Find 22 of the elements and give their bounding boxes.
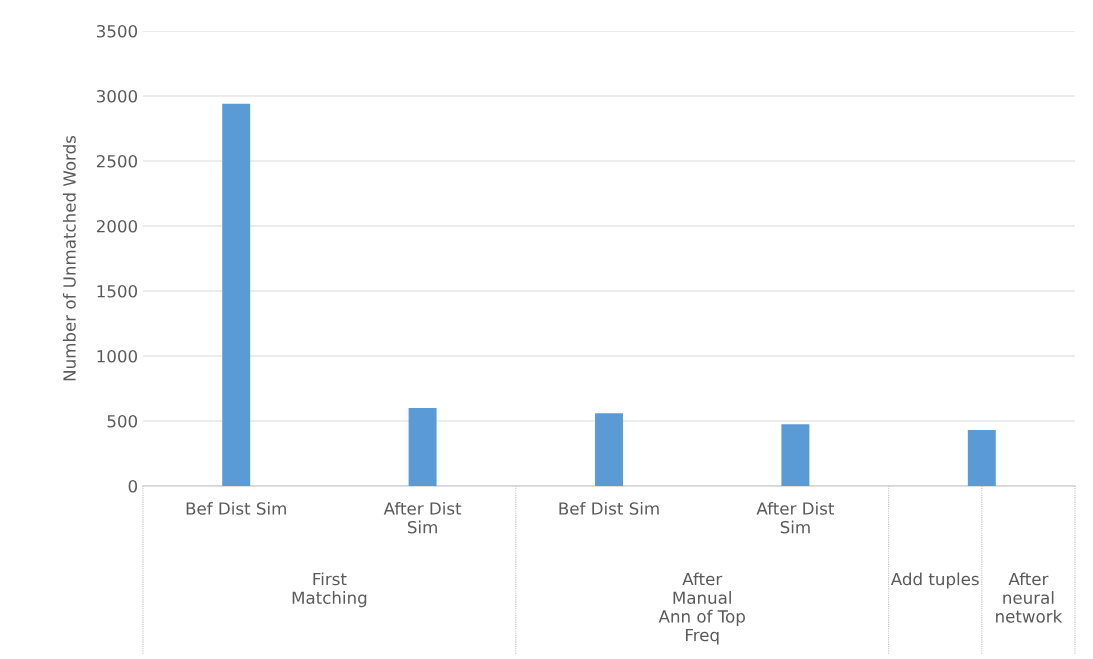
- x-tick-label: After Dist Sim: [383, 501, 462, 534]
- y-axis-title: Number of Unmatched Words: [62, 135, 76, 381]
- y-tick-label: 2000: [96, 219, 138, 233]
- x-tick-label: After Dist Sim: [756, 501, 834, 534]
- y-tick-label: 2500: [96, 154, 138, 168]
- bar: [595, 413, 623, 486]
- y-tick-label: 3500: [96, 24, 138, 38]
- y-tick-label: 1000: [97, 349, 138, 363]
- text: First Matching: [292, 572, 367, 608]
- bar: [408, 408, 437, 486]
- y-tick-label: 1500: [97, 284, 138, 298]
- text: After neural network: [996, 572, 1063, 623]
- bar: [222, 103, 251, 486]
- y-tick-label: 500: [107, 414, 138, 428]
- x-tick-label: Bef Dist Sim: [186, 501, 286, 515]
- x-tick-label: Bef Dist Sim: [559, 501, 659, 515]
- text: Add tuples: [890, 572, 979, 589]
- y-tick-label: 0: [128, 479, 138, 493]
- text: After Manual Ann of Top Freq: [658, 572, 745, 645]
- y-tick-label: 3000: [96, 89, 138, 103]
- bar: [781, 424, 810, 486]
- bar: [967, 430, 996, 486]
